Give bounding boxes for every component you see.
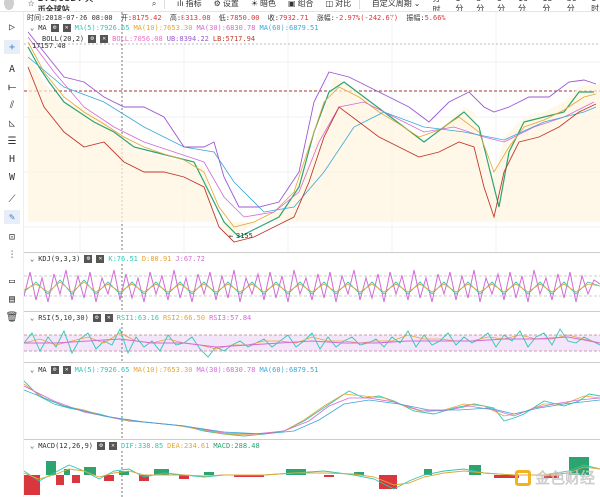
theme-button[interactable]: ☀ 暗色 <box>250 0 276 8</box>
svg-text:3155: 3155 <box>236 232 253 240</box>
collapse-icon[interactable]: ⌄ <box>30 314 35 322</box>
close-icon[interactable]: ✕ <box>100 35 109 43</box>
collapse-icon[interactable]: ⌄ <box>30 24 35 32</box>
close-icon[interactable]: ✕ <box>62 24 71 32</box>
brush-icon[interactable]: ✎ <box>4 210 20 224</box>
period-tab[interactable]: 15分 <box>542 0 552 12</box>
line-tool-icon[interactable]: ⟝ <box>7 81 17 93</box>
exchange-logo <box>4 0 14 10</box>
main-candlestick-chart[interactable]: 17157.48 ← 3155 <box>24 12 600 252</box>
watermark-logo-icon <box>515 469 531 486</box>
period-tab[interactable]: 3分 <box>476 0 485 12</box>
gear-icon[interactable]: ⚙ <box>97 442 106 450</box>
pane-divider[interactable] <box>24 252 600 253</box>
period-tab[interactable]: 5分 <box>497 0 506 12</box>
period-tab[interactable]: 1时 <box>591 0 600 12</box>
gear-icon[interactable]: ⚙ <box>84 255 93 263</box>
ma-pane-chart[interactable] <box>24 376 600 438</box>
indicator-icon: ılı <box>176 0 184 8</box>
parallel-lines-icon[interactable]: ⫽ <box>9 99 15 111</box>
drawing-toolbar: ▷ + A ⟝ ⫽ ◺ ☰ H W ⟋ ✎ ⊡ ⫶ ▭ ▤ 🗑 <box>0 12 24 497</box>
period-tab[interactable]: 30分 <box>566 0 577 12</box>
ma-legend: ⌄ MA ⚙ ✕ MA(5):7926.65 MA(10):7653.30 MA(… <box>30 24 319 32</box>
indicator-button[interactable]: ılı 指标 <box>176 0 202 8</box>
lock-icon[interactable]: ⊡ <box>8 231 16 243</box>
settings-button[interactable]: ⚙ 设置 <box>213 0 239 8</box>
theme-icon: ☀ <box>250 0 258 8</box>
period-tab[interactable]: 10分 <box>518 0 528 12</box>
macd-legend: ⌄ MACD(12,26,9) ⚙ ✕ DIF:338.85 DEA:234.61… <box>30 442 260 450</box>
triangle-icon[interactable]: ◺ <box>8 117 16 129</box>
combine-button[interactable]: ▣ 组合 <box>288 0 314 8</box>
collapse-icon[interactable]: ⌄ <box>30 442 35 450</box>
wave-pattern-icon[interactable]: W <box>8 171 16 183</box>
divider <box>359 0 360 9</box>
gear-icon[interactable]: ⚙ <box>88 35 97 43</box>
pane-divider[interactable] <box>24 311 600 312</box>
screenshot-icon[interactable]: ▤ <box>8 293 16 305</box>
magnet-icon[interactable]: ⫶ <box>10 249 14 261</box>
measure-icon[interactable]: H <box>8 153 16 165</box>
compare-button[interactable]: ◫ 对比 <box>325 0 352 8</box>
macd-chart[interactable] <box>24 451 600 497</box>
pane-divider[interactable] <box>24 439 600 440</box>
svg-text:←: ← <box>229 232 233 240</box>
ma-pane-legend: ⌄ MA ⚙ ✕ MA(5):7926.65 MA(10):7653.30 MA(… <box>30 366 319 374</box>
combine-icon: ▣ <box>288 0 296 8</box>
period-tab[interactable]: 1分 <box>455 0 464 12</box>
gear-icon: ⚙ <box>213 0 221 8</box>
search-button[interactable]: ⌕ <box>152 0 156 9</box>
cursor-arrow-icon[interactable]: ▷ <box>8 21 16 33</box>
close-icon[interactable]: ✕ <box>104 314 113 322</box>
crosshair-icon[interactable]: + <box>4 40 20 54</box>
pane-divider[interactable] <box>24 362 600 363</box>
ohlc-info: 时间:2018-07-26 08:00 开:8175.42 高:8313.08 … <box>27 14 446 22</box>
chevron-down-icon: ⌄ <box>413 0 421 8</box>
trash-icon[interactable]: 🗑 <box>5 311 19 323</box>
star-icon[interactable]: ☆ <box>27 0 35 8</box>
close-icon[interactable]: ✕ <box>62 366 71 374</box>
divider <box>164 0 165 9</box>
boll-legend: BOLL(20,2) ⚙ ✕ BOLL:7056.08 UB:8394.22 LB… <box>42 35 256 43</box>
kdj-legend: ⌄ KDJ(9,3,3) ⚙ ✕ K:76.51 D:80.91 J:67.72 <box>30 255 205 263</box>
collapse-icon[interactable]: ⌄ <box>30 255 35 263</box>
symbol-selector[interactable]: ☆BTC/USDT 火币全球站 <box>27 0 94 12</box>
kdj-chart[interactable] <box>24 264 600 310</box>
rsi-legend: ⌄ RSI(5,10,30) ⚙ ✕ RSI1:63.16 RSI2:66.50 … <box>30 314 252 322</box>
horizontal-lines-icon[interactable]: ☰ <box>7 135 17 147</box>
compare-icon: ◫ <box>325 0 334 8</box>
text-tool-icon[interactable]: A <box>8 63 16 75</box>
ruler-icon[interactable]: ⟋ <box>8 193 16 205</box>
close-icon[interactable]: ✕ <box>109 442 118 450</box>
rsi-chart[interactable] <box>24 323 600 361</box>
search-icon: ⌕ <box>151 0 157 8</box>
bookmark-icon[interactable]: ▭ <box>8 275 16 287</box>
watermark: 金色财经 <box>515 467 595 488</box>
gear-icon[interactable]: ⚙ <box>50 366 59 374</box>
close-icon[interactable]: ✕ <box>96 255 105 263</box>
custom-period-dropdown[interactable]: 自定义周期 ⌄ <box>371 0 421 8</box>
collapse-icon[interactable]: ⌄ <box>30 366 35 374</box>
period-tab[interactable]: 分时 <box>432 0 441 12</box>
gear-icon[interactable]: ⚙ <box>50 24 59 32</box>
gear-icon[interactable]: ⚙ <box>92 314 101 322</box>
svg-text:17157.48: 17157.48 <box>32 42 66 50</box>
